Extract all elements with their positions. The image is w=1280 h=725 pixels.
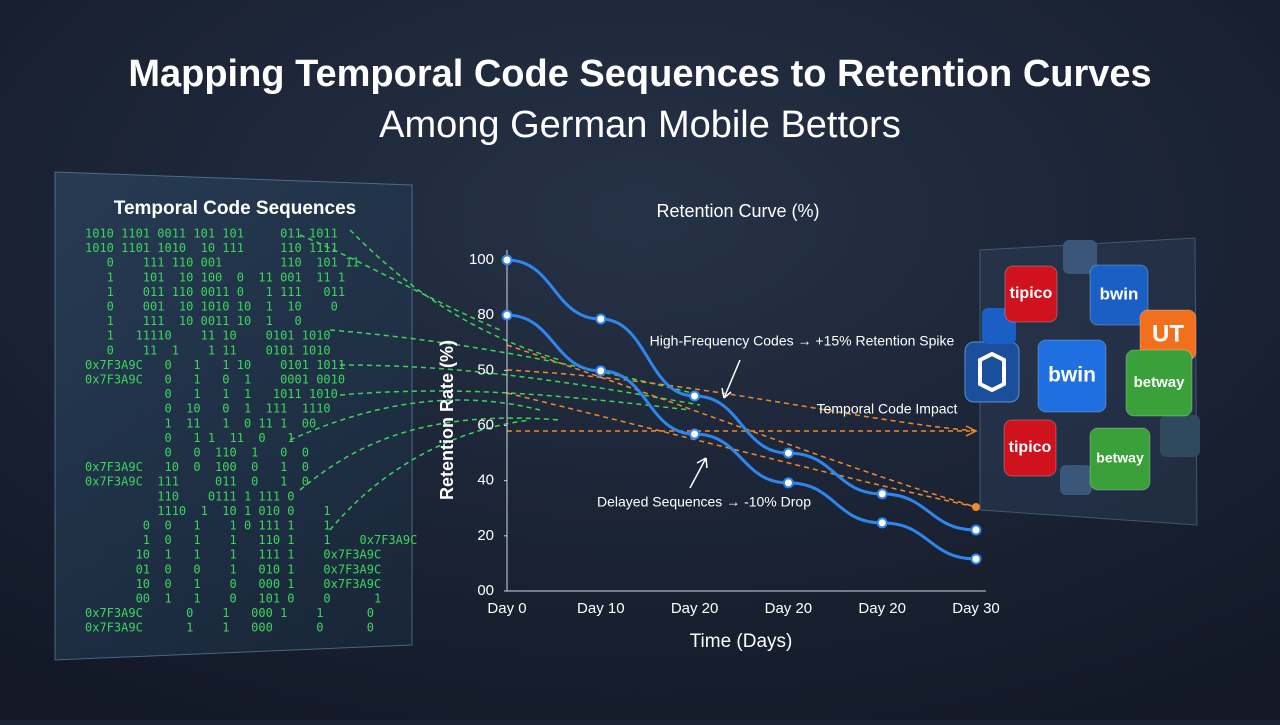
app-icon	[1125, 349, 1193, 417]
app-name: betway	[1096, 450, 1144, 466]
annotation-arrow	[721, 359, 741, 399]
annotation: Delayed Sequences → -10% Drop	[597, 494, 811, 510]
data-point	[689, 390, 701, 402]
code-line: 0 001 10 1010 10 1 10 0	[85, 300, 338, 314]
code-line: 1 11 1 0 11 1 00	[85, 416, 316, 430]
code-line: 1010 1101 1010 10 111 110 1111	[85, 241, 338, 255]
app-name: tipico	[1010, 285, 1053, 302]
code-line: 0x7F3A9C 0 1 000 1 1 0	[85, 606, 374, 620]
code-line: 0 1 1 1 1011 1010	[85, 387, 338, 401]
y-tick-label: 40	[477, 472, 494, 489]
code-line: 0x7F3A9C 0 1 0 1 0001 0010	[85, 373, 345, 387]
x-tick-label: Day 0	[487, 600, 526, 617]
code-line: 0x7F3A9C 10 0 100 0 1 0	[85, 460, 309, 474]
chart-title: Retention Curve (%)	[656, 201, 819, 221]
code-line: 1 0 1 1 110 1 1 0x7F3A9C	[85, 533, 417, 547]
code-line: 1 011 110 0011 0 1 111 011	[85, 285, 345, 299]
app-icon	[1063, 240, 1097, 274]
data-point	[970, 524, 982, 536]
data-point	[876, 488, 888, 500]
app-icon	[964, 341, 1020, 403]
code-line: 110 0111 1 111 0	[85, 489, 295, 503]
code-line: 10 1 1 1 111 1 0x7F3A9C	[85, 548, 381, 562]
app-icon	[1089, 427, 1151, 491]
data-point	[689, 428, 701, 440]
code-line: 00 1 1 0 101 0 0 1	[85, 592, 381, 606]
code-line: 10 0 1 0 000 1 0x7F3A9C	[85, 577, 381, 591]
code-line: 0 1 1 11 0 1	[85, 431, 295, 445]
app-name: bwin	[1100, 284, 1139, 303]
code-line: 1010 1101 0011 101 101 011 1011	[85, 227, 338, 241]
panel-frame	[54, 171, 413, 661]
y-tick-label: 20	[477, 527, 494, 544]
y-axis-label: Retention Rate (%)	[437, 340, 457, 500]
y-tick-label: 80	[477, 306, 494, 323]
series-line	[506, 313, 977, 561]
data-point	[501, 309, 513, 321]
data-point	[782, 477, 794, 489]
annotation: High-Frequency Codes → +15% Retention Sp…	[650, 333, 955, 349]
y-tick-label: 60	[477, 416, 494, 433]
code-line: 0 11 1 1 11 0101 1010	[85, 343, 331, 357]
x-tick-label: Day 20	[671, 600, 719, 617]
code-line: 0 0 110 1 0 0	[85, 446, 309, 460]
y-tick-label: 50	[477, 361, 494, 378]
x-tick-label: Day 20	[858, 600, 906, 617]
data-point	[501, 254, 513, 266]
code-line: 0x7F3A9C 0 1 1 10 0101 1011	[85, 358, 345, 372]
app-name: bwin	[1048, 364, 1096, 387]
app-icon	[1060, 465, 1092, 495]
code-line: 1 11110 11 10 0101 1010	[85, 329, 331, 343]
x-axis-label: Time (Days)	[690, 631, 793, 652]
code-line: 0x7F3A9C 111 011 0 1 0	[85, 475, 309, 489]
data-point	[970, 553, 982, 565]
y-tick-label: 00	[477, 582, 494, 599]
data-point	[595, 313, 607, 325]
y-tick-label: 100	[469, 251, 494, 268]
code-line: 1 111 10 0011 10 1 0	[85, 314, 302, 328]
data-point	[782, 447, 794, 459]
code-line: 01 0 0 1 010 1 0x7F3A9C	[85, 562, 381, 576]
data-point	[595, 365, 607, 377]
annotation-arrow	[689, 457, 708, 489]
x-tick-label: Day 30	[952, 600, 1000, 617]
app-icon	[1160, 415, 1200, 457]
panel-title: Temporal Code Sequences	[114, 198, 357, 219]
x-tick-label: Day 10	[577, 600, 625, 617]
code-line: 0 10 0 1 111 1110	[85, 402, 331, 416]
app-name: betway	[1134, 374, 1186, 391]
code-line: 1 101 10 100 0 11 001 11 1	[85, 270, 345, 284]
code-line: 0x7F3A9C 1 1 000 0 0	[85, 621, 374, 635]
app-icon	[1089, 264, 1149, 326]
data-point	[876, 517, 888, 529]
code-line: 0 111 110 001 110 101 11	[85, 256, 360, 270]
annotation: Temporal Code Impact	[817, 401, 958, 417]
app-name: UT	[1152, 320, 1184, 347]
code-line: 1110 1 10 1 010 0 1	[85, 504, 331, 518]
app-cluster: tipico bwin UT bwin betway tipico betway	[964, 237, 1200, 526]
app-icon	[1004, 265, 1058, 323]
x-tick-label: Day 20	[765, 600, 813, 617]
series-line	[506, 258, 977, 532]
page-subtitle: Among German Mobile Bettors	[379, 104, 901, 146]
app-icon	[1037, 339, 1107, 413]
code-panel: Temporal Code Sequences 1010 1101 0011 1…	[54, 171, 417, 661]
app-glyph	[978, 351, 1006, 393]
code-line: 0 0 1 1 0 111 1 1	[85, 519, 331, 533]
app-icon	[1003, 419, 1057, 477]
app-name: tipico	[1009, 439, 1052, 456]
connectors	[289, 229, 980, 531]
page-title: Mapping Temporal Code Sequences to Reten…	[128, 53, 1151, 95]
